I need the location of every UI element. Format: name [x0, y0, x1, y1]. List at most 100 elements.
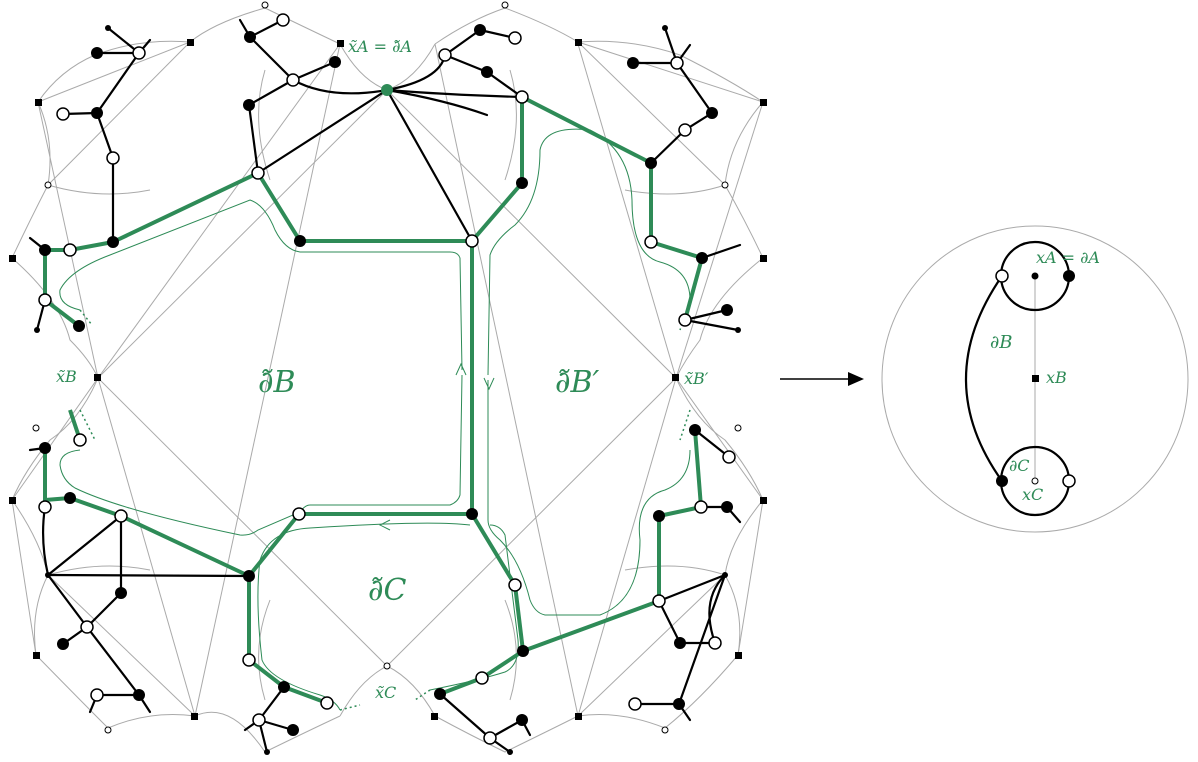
square-markers — [9, 39, 767, 720]
square-marker — [431, 713, 438, 720]
label-region-c: ∂̃C — [368, 573, 407, 608]
right-arrow-icon — [780, 372, 864, 386]
small-hollow-vertices — [32, 1, 742, 734]
edge-lb-8 — [85, 625, 141, 697]
small-vertex — [721, 181, 729, 189]
black-vertex — [73, 320, 85, 332]
edge-rt-3 — [675, 61, 714, 115]
black-vertex — [133, 689, 145, 701]
square-marker — [575, 39, 582, 46]
diag-long-6 — [675, 377, 764, 501]
black-vertex — [673, 698, 685, 710]
arc-bottom-4 — [434, 715, 579, 753]
small-vertex — [261, 1, 269, 9]
black-vertex — [243, 99, 255, 111]
arc-inner-6 — [624, 565, 726, 576]
arc-inner-3 — [47, 184, 151, 195]
grey-diagonals — [11, 41, 764, 717]
hollow-vertex — [251, 166, 265, 180]
square-marker — [191, 713, 198, 720]
loop-c-right — [429, 524, 519, 691]
hollow-vertex — [38, 293, 52, 307]
edge-top-7 — [443, 28, 482, 57]
arc-left-2 — [11, 257, 99, 379]
black-vertex — [517, 645, 529, 657]
small-dot — [105, 25, 111, 31]
black-vertex — [39, 244, 51, 256]
diag-main-2 — [386, 89, 677, 379]
small-vertex — [104, 726, 112, 734]
hollow-vertex — [644, 235, 658, 249]
hollow-vertex — [438, 48, 452, 62]
label-right-dc: ∂C — [1009, 456, 1030, 475]
loop-b — [59, 199, 463, 371]
disk-center-top — [1031, 272, 1039, 280]
edge-hub-4 — [385, 88, 524, 99]
small-dot — [722, 572, 728, 578]
quotient-disk: xA = ∂A ∂B xB ∂C xC — [881, 225, 1189, 533]
black-vertex — [516, 714, 528, 726]
arc-bottom-5 — [577, 654, 739, 729]
disk-vertex-top-left — [995, 269, 1009, 283]
edge-lb-2 — [46, 514, 123, 577]
label-region-bprime: ∂̃B′ — [555, 365, 600, 400]
green-path-right-bottom — [522, 429, 703, 653]
edge-lb-6 — [85, 591, 123, 629]
arc-inner-5 — [47, 565, 151, 576]
black-vertex — [243, 570, 255, 582]
edge-bc-5 — [438, 692, 492, 740]
edge-lt-4 — [95, 51, 141, 115]
hollow-vertex — [508, 578, 522, 592]
hollow-vertex — [515, 90, 529, 104]
hollow-vertices — [38, 13, 736, 745]
edge-top-8 — [443, 53, 489, 74]
green-path-c — [247, 576, 328, 705]
arrowhead-down — [483, 377, 495, 391]
hollow-vertex — [252, 713, 266, 727]
black-vertex — [91, 107, 103, 119]
small-vertex — [32, 424, 40, 432]
label-point-xb: x̃B — [56, 367, 77, 386]
disk-boundary — [881, 225, 1189, 533]
arc-right-1 — [724, 101, 764, 259]
loop-c — [257, 522, 471, 711]
loop-b-lower — [59, 374, 463, 536]
black-vertex — [474, 24, 486, 36]
black-vertex — [696, 252, 708, 264]
hollow-vertex — [508, 31, 522, 45]
loop-bprime-lower — [487, 380, 691, 616]
black-vertex — [721, 304, 733, 316]
green-path-left-top — [45, 97, 524, 252]
arc-inner-7 — [258, 599, 271, 701]
dotted-2 — [79, 409, 96, 441]
black-vertex — [287, 724, 299, 736]
label-point-xa: x̃A = ∂̃A — [348, 37, 412, 56]
edge-rb-6 — [657, 599, 682, 645]
hollow-vertex — [465, 234, 479, 248]
square-marker — [9, 497, 16, 504]
black-vertex — [721, 501, 733, 513]
hollow-vertex — [670, 56, 684, 70]
square-marker — [9, 255, 16, 262]
edge-hub-1 — [256, 88, 389, 175]
grey-boundary-arcs — [11, 7, 764, 753]
hollow-vertex — [106, 151, 120, 165]
diag-edge-3 — [47, 574, 196, 717]
disk-vertex-top-right — [1063, 270, 1075, 282]
diag-corner-3 — [11, 499, 37, 656]
edge-lb-4 — [46, 573, 89, 629]
diag-main-1 — [97, 89, 388, 379]
arc-top-2 — [189, 7, 341, 45]
disk-arc-b — [964, 275, 1003, 482]
arc-inner-4 — [624, 184, 726, 195]
green-hub-vertex — [381, 84, 393, 96]
diag-long-2 — [577, 43, 677, 379]
diag-corner-2 — [577, 41, 764, 103]
arrowhead-left — [378, 519, 391, 531]
edge-lt-2 — [95, 111, 115, 160]
arc-right-3 — [675, 377, 764, 501]
square-marker — [760, 255, 767, 262]
hollow-vertex — [475, 671, 489, 685]
